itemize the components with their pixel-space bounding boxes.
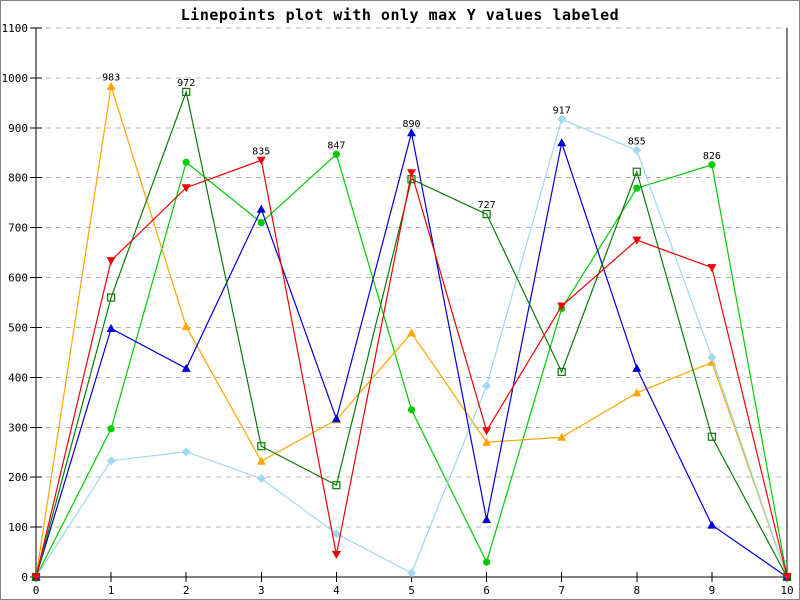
y-tick-label: 1100 [2,22,29,35]
marker-light-blue-diamonds [256,474,266,484]
marker-light-blue-diamonds [557,114,567,124]
chart-title: Linepoints plot with only max Y values l… [181,6,619,24]
marker-dark-green-squares [182,87,191,96]
marker-red-triangles [106,257,116,266]
marker-red-triangles [181,184,191,193]
x-tick-label: 10 [780,584,793,597]
y-tick-label: 900 [8,122,28,135]
max-value-label: 847 [327,140,345,151]
y-tick-label: 200 [8,471,28,484]
marker-green-circles [332,150,340,158]
max-value-label: 972 [177,78,195,89]
marker-blue-triangles [632,363,642,372]
marker-dark-green-squares [482,210,491,219]
marker-green-circles [257,219,265,227]
marker-orange-triangles [482,437,492,446]
marker-blue-triangles [256,204,266,213]
marker-orange-triangles [106,81,116,90]
marker-orange-triangles [557,432,567,441]
marker-orange-triangles [632,388,642,397]
marker-orange-triangles [256,456,266,465]
marker-green-circles [107,425,115,433]
marker-green-circles [633,184,641,192]
marker-red-triangles [256,156,266,165]
max-value-label: 983 [102,72,120,83]
marker-blue-triangles [482,515,492,524]
max-value-label: 917 [553,105,571,116]
marker-blue-triangles [557,138,567,147]
max-value-label: 855 [628,136,646,147]
grid-layer [36,27,787,528]
x-tick-label: 4 [333,584,340,597]
x-tick-label: 3 [258,584,265,597]
marker-blue-triangles [407,128,416,137]
marker-green-circles [708,161,716,169]
marker-light-blue-diamonds [632,145,642,155]
marker-green-circles [407,406,416,414]
marker-red-triangles [31,573,41,582]
x-tick-label: 6 [483,584,490,597]
marker-dark-green-squares [707,432,717,441]
marker-green-circles [182,158,190,166]
marker-red-triangles [331,551,341,560]
marker-blue-triangles [181,363,191,372]
marker-orange-triangles [407,328,416,337]
x-tick-label: 8 [633,584,640,597]
marker-blue-triangles [106,323,116,332]
marker-red-triangles [782,573,792,582]
max-value-label: 835 [252,146,270,157]
y-tick-label: 800 [8,172,28,185]
marker-red-triangles [707,264,717,273]
series-layer [31,81,792,582]
marker-dark-green-squares [257,442,266,451]
marker-light-blue-diamonds [707,352,717,362]
max-value-label: 826 [703,151,721,162]
x-tick-label: 0 [33,584,40,597]
series-line-blue-triangles [35,132,788,578]
series-line-green-circles [35,153,788,578]
y-tick-label: 100 [8,521,28,534]
y-tick-label: 0 [21,571,28,584]
series-line-dark-green-squares [35,89,788,578]
series-line-red-triangles [35,159,788,578]
marker-dark-green-squares [332,481,341,490]
marker-green-circles [483,558,491,566]
marker-dark-green-squares [106,293,116,302]
y-tick-label: 300 [8,421,28,434]
y-tick-label: 600 [8,272,28,285]
marker-red-triangles [407,169,416,178]
x-tick-label: 7 [558,584,565,597]
y-tick-label: 700 [8,222,28,235]
marker-dark-green-squares [557,367,566,376]
x-tick-label: 2 [183,584,190,597]
marker-dark-green-squares [632,167,641,176]
max-value-label: 890 [402,119,420,130]
marker-light-blue-diamonds [482,381,492,391]
marker-blue-triangles [707,520,717,529]
axis-layer: 0 100 200 300 400 500 600 700 800 900 1000 1100 0 1 2 3… [2,22,794,597]
marker-red-triangles [632,236,642,245]
marker-red-triangles [482,427,492,436]
y-tick-label: 1000 [2,72,29,85]
y-tick-label: 500 [8,321,28,334]
marker-light-blue-diamonds [106,456,116,466]
marker-light-blue-diamonds [407,568,416,578]
max-value-label: 727 [478,200,496,211]
marker-light-blue-diamonds [181,447,191,457]
x-tick-label: 5 [408,584,415,597]
marker-light-blue-diamonds [331,529,341,539]
marker-blue-triangles [331,414,341,423]
y-tick-label: 400 [8,371,28,384]
marker-orange-triangles [181,321,191,330]
x-tick-label: 9 [709,584,716,597]
marker-red-triangles [557,302,567,311]
x-tick-label: 1 [108,584,115,597]
label-layer: 983 972 835 847 890 727 917 855 826 [102,72,721,211]
